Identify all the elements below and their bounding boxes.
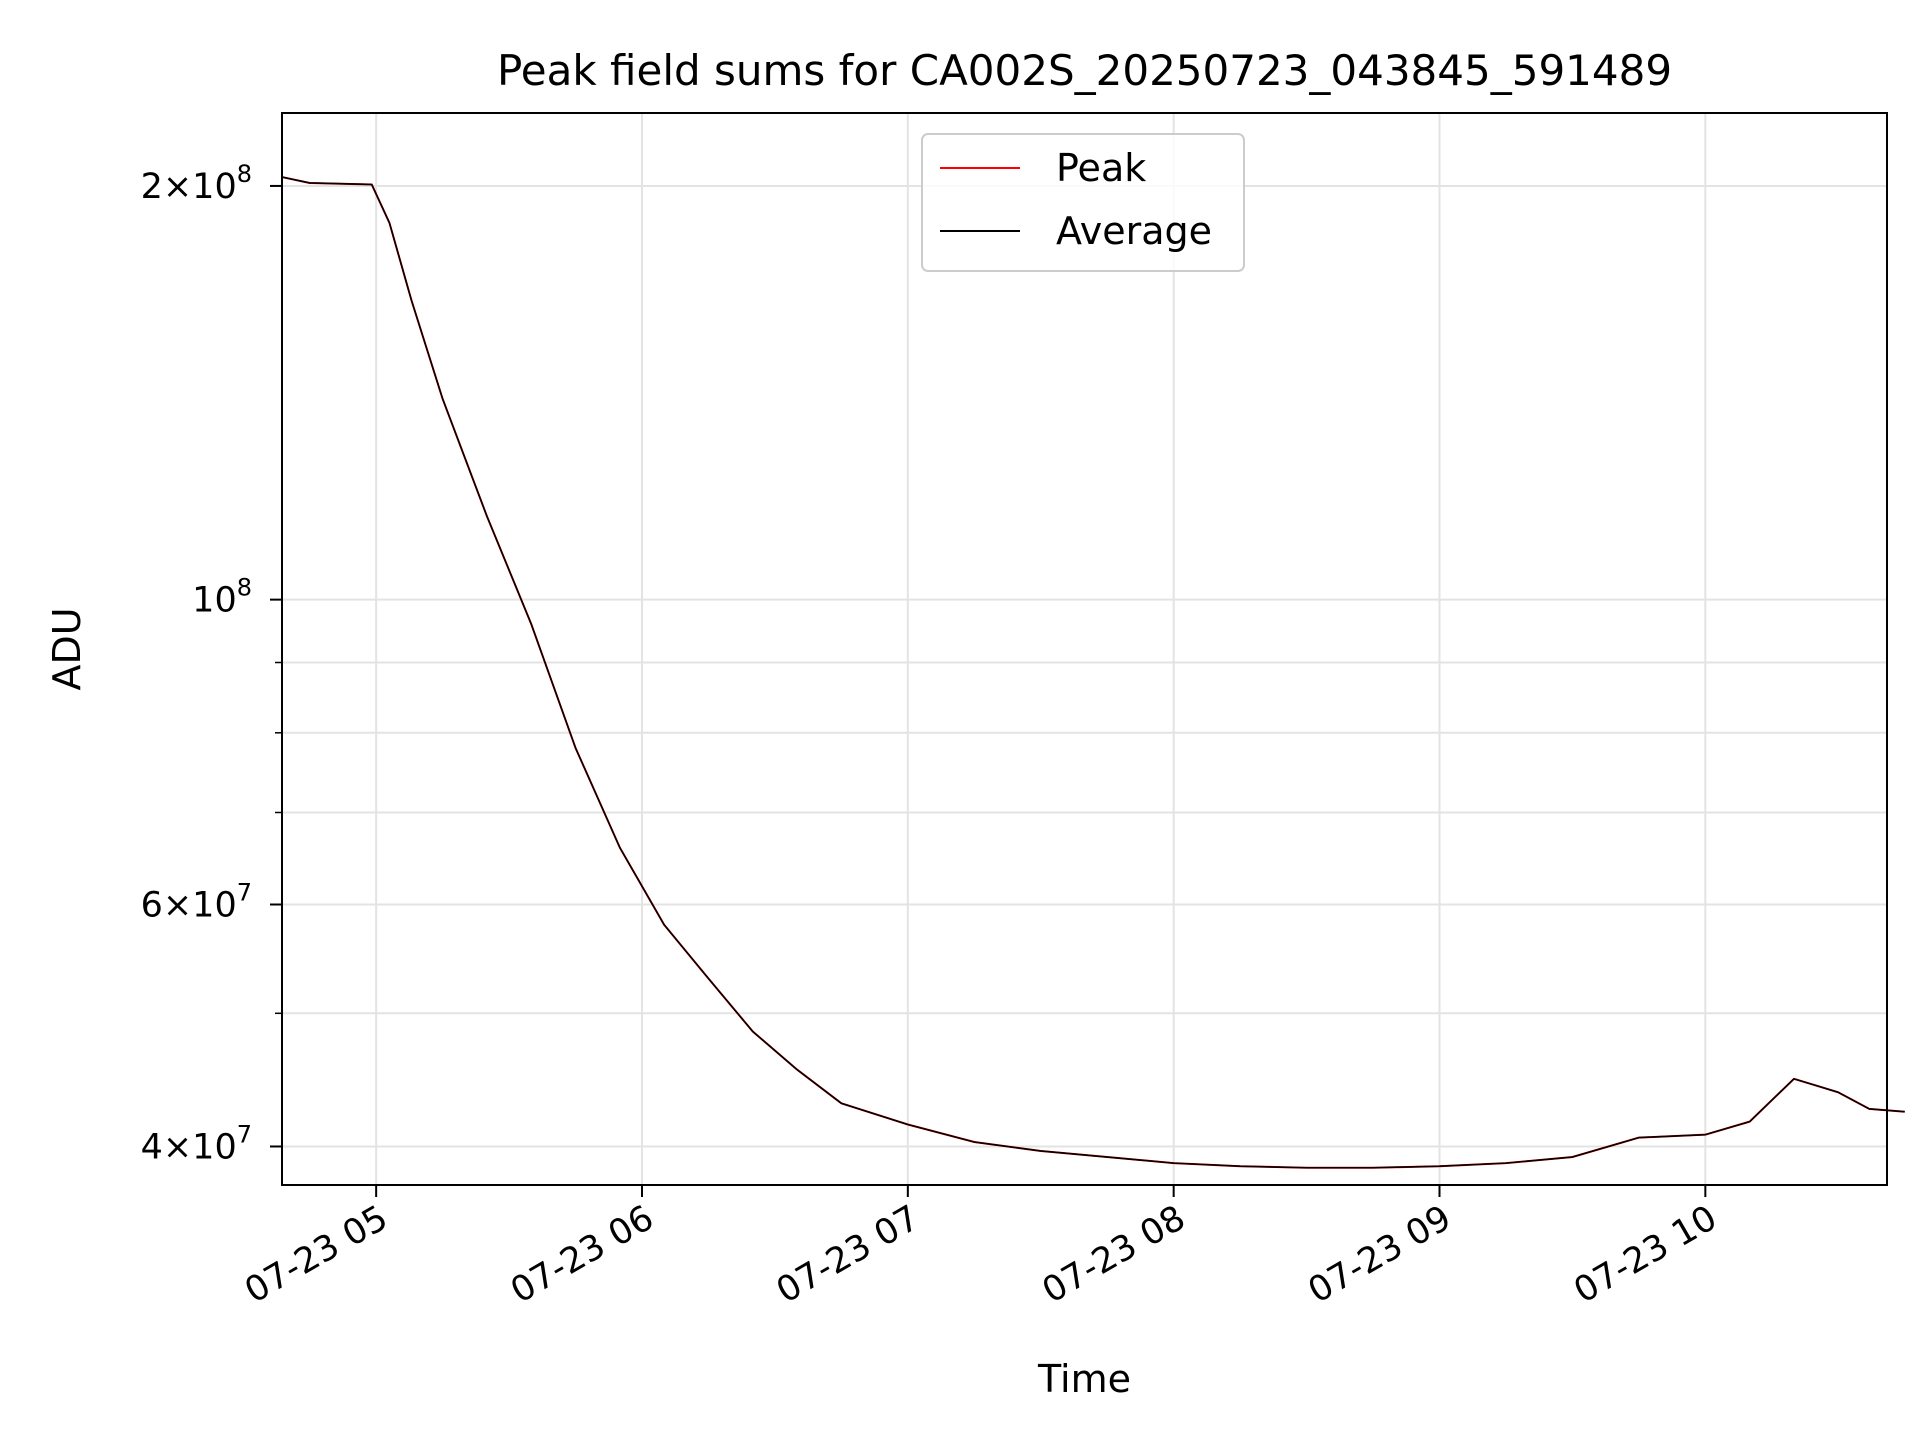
series-line-average [281,176,1905,1169]
y-tick-label: 4×107 [141,1120,252,1167]
plot-frame [281,112,1888,1186]
chart-title: Peak field sums for CA002S_20250723_0438… [497,46,1672,95]
y-tick-label: 6×107 [141,878,252,925]
x-axis-label: Time [1037,1357,1131,1401]
y-axis-label: ADU [45,607,89,690]
legend-label: Peak [1056,146,1146,190]
legend-label: Average [1056,209,1212,253]
legend: Peak Average [921,133,1245,272]
y-tick-label: 108 [192,574,252,621]
series-layer [281,176,1905,1169]
y-tick-label: 2×108 [141,160,252,207]
